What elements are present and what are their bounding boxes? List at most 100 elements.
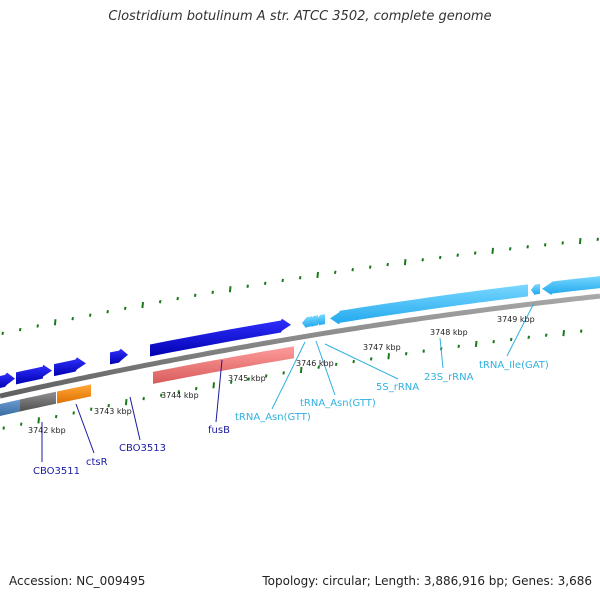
rna-arrow (542, 276, 600, 295)
label-leader-lines (41, 302, 535, 462)
tick-mark (107, 403, 110, 408)
tick-mark (578, 237, 582, 245)
scale-label: 3743 kbp (94, 407, 132, 416)
tick-mark (141, 301, 144, 309)
gene-label: ctsR (86, 457, 108, 468)
leader-line (271, 341, 306, 410)
tick-mark (246, 284, 249, 288)
tick-mark (456, 253, 459, 257)
tick-mark (299, 366, 303, 374)
gene-label: tRNA_Asn(GTT) (235, 412, 311, 423)
tick-mark (457, 344, 460, 348)
tick-mark (72, 411, 75, 415)
tick-mark (492, 339, 495, 344)
tick-mark (334, 362, 338, 367)
tick-mark (509, 337, 513, 342)
tick-mark (562, 330, 565, 337)
tick-mark (1, 331, 4, 336)
tick-mark (404, 351, 408, 356)
rna-arrow (309, 315, 318, 327)
gene-label: fusB (208, 425, 230, 436)
cds-arrow (110, 348, 128, 365)
scale-label: 3742 kbp (28, 426, 66, 435)
gene-label: tRNA_Asn(GTT) (300, 398, 376, 409)
feature-block (57, 384, 91, 404)
tick-mark (368, 265, 372, 269)
tick-mark (54, 414, 58, 419)
rna-arrow (330, 284, 528, 325)
gene-label: CBO3513 (119, 443, 166, 454)
accession-text: Accession: NC_009495 (9, 574, 146, 588)
leader-line (439, 337, 444, 369)
feature-block (20, 391, 56, 412)
gene-label: 5S_rRNA (376, 382, 419, 393)
cds-block (153, 346, 294, 384)
tick-mark (491, 247, 494, 254)
tick-mark (438, 255, 442, 260)
tick-mark (194, 386, 198, 391)
rna-arrow (316, 314, 325, 326)
gene-label: tRNA_Ile(GAT) (479, 360, 549, 371)
tick-mark (53, 319, 57, 326)
cds-arrow (150, 318, 291, 357)
scale-label: 3747 kbp (363, 343, 401, 352)
tick-mark (176, 296, 179, 301)
tick-mark (247, 377, 250, 381)
backbone-line (0, 293, 600, 399)
gene-label: 23S_rRNA (424, 372, 474, 383)
tick-mark (212, 382, 215, 389)
gene-labels: CBO3511 ctsR CBO3513 fusB tRNA_Asn(GTT) tRNA_… (33, 360, 549, 477)
tick-mark (36, 324, 39, 328)
tick-mark (19, 422, 23, 426)
tick-mark (211, 290, 214, 294)
tick-mark (89, 407, 93, 411)
leader-line (129, 396, 141, 441)
gene-label: CBO3511 (33, 466, 80, 477)
tick-marks (1, 237, 599, 430)
tick-mark (298, 275, 302, 280)
scale-label: 3744 kbp (161, 391, 199, 400)
rna-arrow (302, 316, 312, 328)
tick-mark (123, 306, 127, 311)
tick-mark (544, 333, 548, 337)
tick-mark (579, 329, 583, 333)
cds-arrow (54, 357, 86, 377)
feature-block (0, 399, 20, 417)
tick-mark (422, 349, 425, 353)
tick-mark (18, 327, 22, 332)
tick-mark (281, 278, 284, 283)
scale-label: 3748 kbp (430, 328, 468, 337)
tick-mark (263, 281, 267, 286)
page-title: Clostridium botulinum A str. ATCC 3502, … (108, 9, 492, 24)
tick-mark (333, 270, 337, 274)
tick-mark (228, 286, 232, 293)
genome-summary-text: Topology: circular; Length: 3,886,916 bp… (262, 574, 592, 588)
leader-line (215, 359, 223, 423)
tick-mark (124, 398, 128, 406)
tick-mark (596, 237, 599, 241)
tick-mark (386, 262, 389, 267)
scale-label: 3745 kbp (228, 374, 266, 383)
cds-arrow (0, 372, 15, 389)
tick-mark (543, 243, 547, 247)
feature-arrows (0, 276, 600, 417)
leader-line (324, 343, 399, 380)
tick-mark (71, 317, 74, 321)
tick-mark (387, 353, 390, 360)
scale-label: 3746 kbp (296, 359, 334, 368)
tick-mark (317, 365, 320, 369)
tick-mark (526, 245, 529, 249)
tick-mark (352, 359, 355, 364)
tick-mark (473, 251, 477, 255)
tick-mark (508, 247, 512, 251)
tick-mark (264, 374, 268, 378)
tick-mark (351, 267, 354, 272)
rna-arrow (531, 283, 540, 296)
tick-mark (561, 241, 564, 245)
leader-line (506, 302, 535, 357)
tick-mark (193, 293, 197, 298)
tick-mark (106, 310, 109, 314)
tick-mark (316, 271, 319, 279)
